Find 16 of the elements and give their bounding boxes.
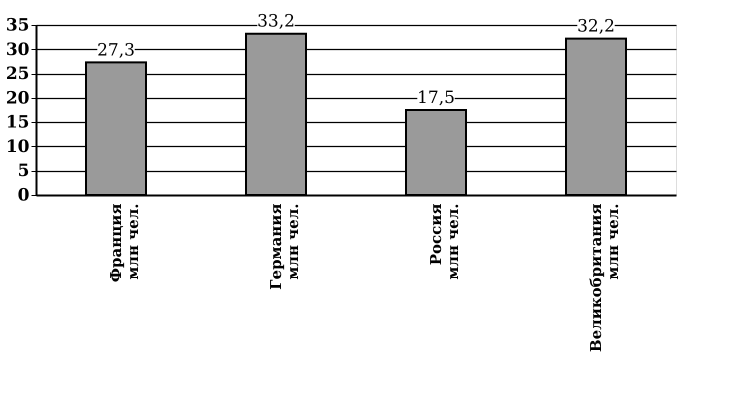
y-tick-label: 20 [6, 88, 30, 108]
y-tick-label: 25 [6, 64, 30, 84]
data-label: 17,5 [417, 88, 455, 108]
y-tick-label: 0 [18, 186, 30, 206]
y-tick-label: 15 [6, 112, 30, 133]
data-label: 27,3 [97, 40, 135, 60]
y-tick-label: 35 [6, 16, 30, 36]
x-tick-label: Великобритания млн чел. [587, 204, 622, 352]
data-label: 33,2 [257, 12, 295, 32]
x-tick-label: Россия млн чел. [427, 204, 462, 280]
y-tick-label: 5 [18, 161, 30, 182]
y-tick-label: 10 [6, 136, 30, 157]
data-label: 32,2 [577, 16, 615, 37]
y-tick-label: 30 [6, 40, 30, 60]
x-tick-label: Франция млн чел. [107, 204, 142, 282]
x-tick-label: Германия млн чел. [267, 204, 302, 290]
